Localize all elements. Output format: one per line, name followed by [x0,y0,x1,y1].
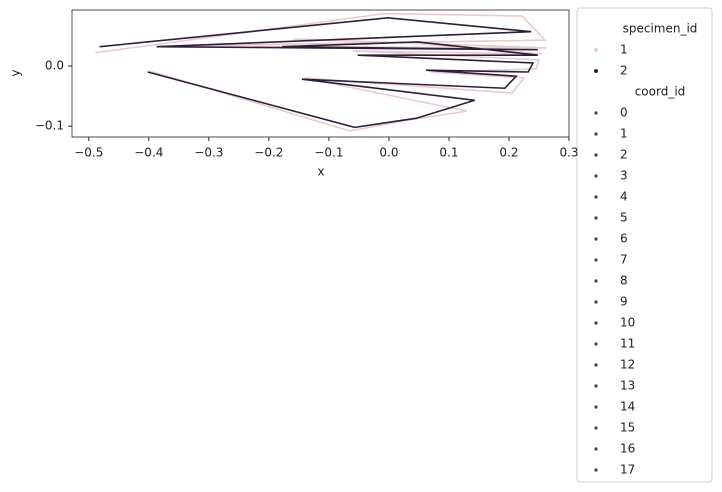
legend-marker [594,405,598,409]
legend-marker [594,363,598,367]
legend-marker [594,153,598,157]
legend-title: coord_id [635,85,686,99]
legend-marker [594,174,598,178]
legend-marker [594,48,598,52]
legend-marker [594,279,598,283]
legend-marker [594,69,598,73]
legend-label: 2 [620,148,628,162]
legend-label: 12 [620,358,635,372]
x-tick-label: 0.0 [379,146,398,160]
series-line [94,12,547,132]
legend-marker [594,111,598,115]
legend-marker [594,132,598,136]
legend-label: 4 [620,190,628,204]
legend-marker [594,237,598,241]
legend-marker [594,300,598,304]
legend-label: 7 [620,253,628,267]
legend-title: specimen_id [623,22,698,36]
legend-label: 13 [620,379,635,393]
legend-label: 16 [620,442,635,456]
legend-label: 6 [620,232,628,246]
legend-label: 1 [620,43,628,57]
legend-label: 0 [620,106,628,120]
legend-label: 5 [620,211,628,225]
legend-label: 15 [620,421,635,435]
legend-marker [594,195,598,199]
legend-label: 14 [620,400,635,414]
legend-label: 11 [620,337,635,351]
x-tick-label: 0.2 [499,146,518,160]
x-tick-label: −0.4 [134,146,163,160]
legend-label: 3 [620,169,628,183]
legend-marker [594,342,598,346]
legend-label: 17 [620,463,635,477]
y-tick-label: −0.1 [35,119,64,133]
legend-label: 2 [620,64,628,78]
legend-label: 1 [620,127,628,141]
x-tick-label: 0.1 [439,146,458,160]
legend-marker [594,258,598,262]
legend-box [576,7,713,483]
x-tick-label: −0.2 [254,146,283,160]
legend-marker [594,447,598,451]
legend-label: 9 [620,295,628,309]
legend-label: 10 [620,316,635,330]
x-tick-label: 0.3 [559,146,578,160]
x-tick-label: −0.1 [314,146,343,160]
legend-marker [594,426,598,430]
legend-marker [594,321,598,325]
legend-label: 8 [620,274,628,288]
y-axis-label: y [9,69,23,76]
legend-marker [594,216,598,220]
plot-frame [71,9,570,138]
x-tick-label: −0.5 [74,146,103,160]
y-tick-label: 0.0 [45,58,64,72]
legend-marker [594,384,598,388]
legend-marker [594,468,598,472]
x-axis-label: x [317,165,324,179]
x-tick-label: −0.3 [194,146,223,160]
series-line [99,17,538,129]
